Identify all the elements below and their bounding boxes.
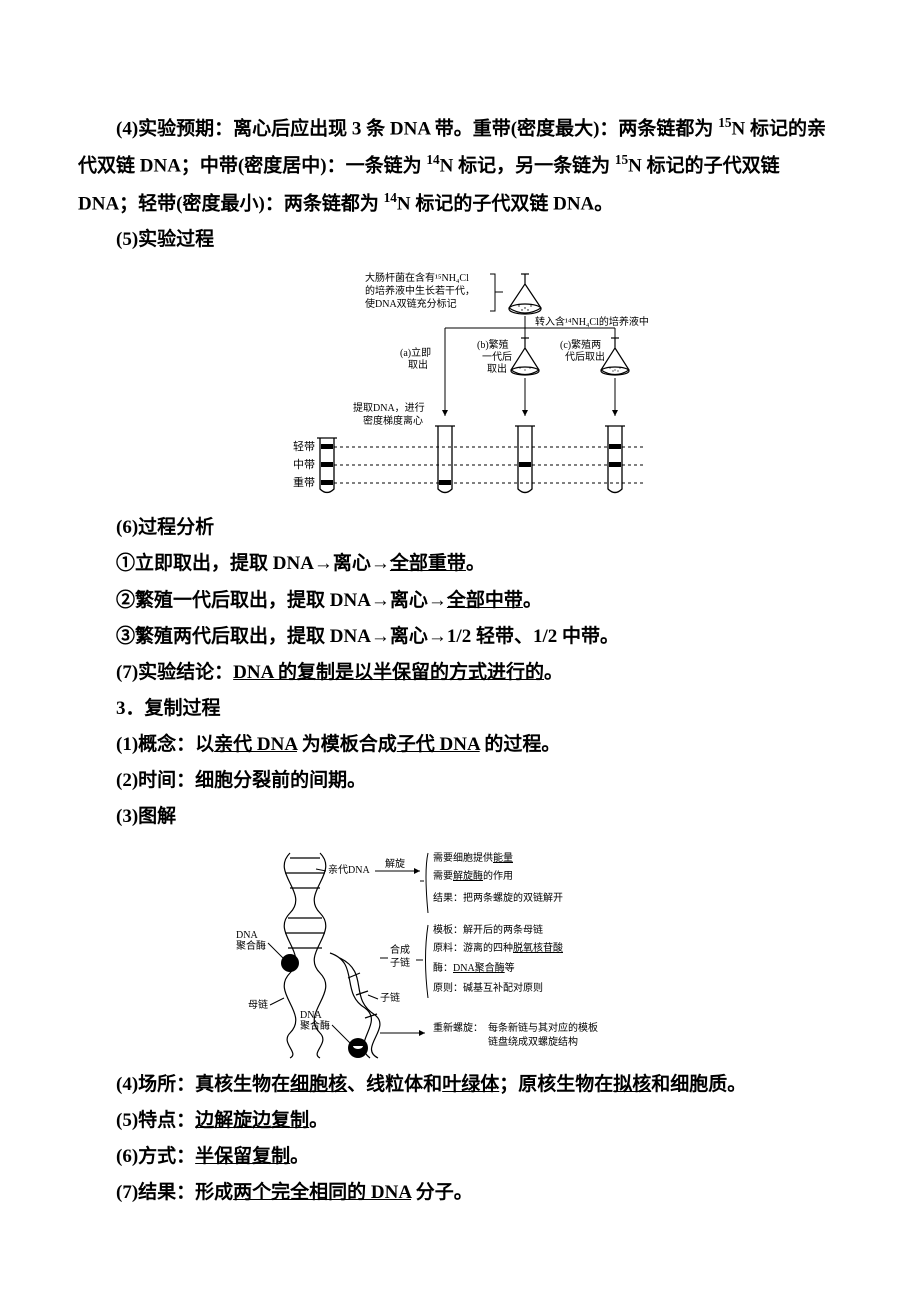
d2-enzyme-l2: 聚合酶 bbox=[236, 939, 266, 952]
d2-unwind-1: 需要细胞提供能量 bbox=[433, 851, 513, 864]
s3-4a: (4)场所：真核生物在 bbox=[116, 1074, 290, 1095]
d1-heavy: 重带 bbox=[293, 475, 315, 489]
d2-enzyme2-l2: 聚合酶 bbox=[300, 1019, 330, 1032]
s3-1u1: 亲代 DNA bbox=[214, 734, 297, 755]
s3-1u2: 子代 DNA bbox=[397, 734, 480, 755]
p6-1u: 全部重带 bbox=[390, 553, 466, 574]
d1-flask-label-1: 大肠杆菌在含有¹⁵NH₄Cl bbox=[365, 271, 469, 284]
polymerase-blob-1 bbox=[281, 954, 299, 972]
d1-flask-label-2: 的培养液中生长若干代， bbox=[365, 284, 475, 297]
s3-4u2: 叶绿体 bbox=[442, 1074, 499, 1095]
s3-7a: (7)结果：形成 bbox=[116, 1182, 233, 1203]
d2-parent: 亲代DNA bbox=[328, 863, 370, 876]
p6-1b: 。 bbox=[466, 553, 485, 574]
p6-2b: 。 bbox=[523, 590, 542, 611]
p7a: (7)实验结论： bbox=[116, 662, 233, 683]
s3-4c: ；原核生物在 bbox=[499, 1074, 613, 1095]
d2-syn-3: 酶：DNA聚合酶等 bbox=[433, 961, 515, 974]
d2-syn-4: 原则：碱基互补配对原则 bbox=[433, 981, 543, 994]
figure-1-wrap: 大肠杆菌在含有¹⁵NH₄Cl 的培养液中生长若干代， 使DNA双链充分标记 转入… bbox=[78, 266, 842, 506]
d1-mid: 中带 bbox=[293, 458, 315, 471]
sup-15-1: 15 bbox=[718, 115, 731, 130]
s3-line-7: (7)结果：形成两个完全相同的 DNA 分子。 bbox=[78, 1175, 842, 1211]
d1-c-l2: 代后取出 bbox=[565, 350, 605, 363]
d1-c-l1: (c)繁殖两 bbox=[560, 338, 601, 351]
d1-b-l1: (b)繁殖 bbox=[477, 338, 509, 351]
d1-transfer-label: 转入含¹⁴NH₄Cl的培养液中 bbox=[535, 315, 649, 328]
d1-a-l1: (a)立即 bbox=[400, 346, 431, 359]
s3-1b: 为模板合成 bbox=[297, 734, 397, 755]
sup-14-1: 14 bbox=[426, 152, 439, 167]
p6-1a: ①立即取出，提取 DNA→离心→ bbox=[116, 553, 390, 574]
s3-line-4: (4)场所：真核生物在细胞核、线粒体和叶绿体；原核生物在拟核和细胞质。 bbox=[78, 1067, 842, 1103]
p7u: DNA 的复制是以半保留的方式进行的 bbox=[233, 662, 544, 683]
d2-unwind: 解旋 bbox=[385, 857, 405, 870]
d2-rewind-title: 重新螺旋： bbox=[433, 1021, 483, 1034]
paragraph-4: (4)实验预期：离心后应出现 3 条 DNA 带。重带(密度最大)：两条链都为 … bbox=[78, 110, 842, 222]
ref-heavy-band bbox=[321, 480, 333, 485]
meselson-stahl-diagram: 大肠杆菌在含有¹⁵NH₄Cl 的培养液中生长若干代， 使DNA双链充分标记 转入… bbox=[245, 266, 675, 506]
p7b: 。 bbox=[544, 662, 563, 683]
s3-5u: 边解旋边复制 bbox=[195, 1110, 309, 1131]
s3-line-3: (3)图解 bbox=[78, 799, 842, 835]
s3-1c: 的过程。 bbox=[480, 734, 561, 755]
s3-4b: 、线粒体和 bbox=[347, 1074, 442, 1095]
dna-replication-diagram: DNA 聚合酶 DNA 聚合酶 母链 子链 亲代DNA 解旋 需要细胞提供能量 … bbox=[230, 843, 690, 1063]
p4-seg5: N 标记的子代双链 DNA。 bbox=[397, 193, 613, 214]
ref-light-band bbox=[321, 444, 333, 449]
d2-rewind-2: 链盘绕成双螺旋结构 bbox=[488, 1035, 578, 1048]
d2-syn-t1: 合成 bbox=[390, 943, 410, 956]
s3-6b: 。 bbox=[290, 1146, 309, 1167]
sup-15-2: 15 bbox=[615, 152, 628, 167]
s3-1a: (1)概念：以 bbox=[116, 734, 214, 755]
s3-5b: 。 bbox=[309, 1110, 328, 1131]
s3-4d: 和细胞质。 bbox=[651, 1074, 746, 1095]
paragraph-5-title: (5)实验过程 bbox=[78, 222, 842, 258]
s3-line-2: (2)时间：细胞分裂前的间期。 bbox=[78, 763, 842, 799]
d1-a-l2: 取出 bbox=[408, 358, 428, 371]
s3-7u: 两个完全相同的 DNA bbox=[233, 1182, 411, 1203]
p6-line-3: ③繁殖两代后取出，提取 DNA→离心→1/2 轻带、1/2 中带。 bbox=[78, 619, 842, 655]
d2-mother: 母链 bbox=[248, 998, 268, 1011]
s3-6u: 半保留复制 bbox=[195, 1146, 290, 1167]
s3-4u3: 拟核 bbox=[613, 1074, 651, 1095]
p6-2a: ②繁殖一代后取出，提取 DNA→离心→ bbox=[116, 590, 447, 611]
paragraph-6-title: (6)过程分析 bbox=[78, 510, 842, 546]
ref-mid-band bbox=[321, 462, 333, 467]
d2-rewind-1: 每条新链与其对应的模板 bbox=[488, 1021, 598, 1034]
paragraph-7: (7)实验结论：DNA 的复制是以半保留的方式进行的。 bbox=[78, 655, 842, 691]
d1-light: 轻带 bbox=[293, 439, 315, 453]
p6-line-2: ②繁殖一代后取出，提取 DNA→离心→全部中带。 bbox=[78, 583, 842, 619]
d2-enzyme-l1: DNA bbox=[236, 930, 258, 941]
d1-b-l3: 取出 bbox=[487, 362, 507, 375]
d2-unwind-2: 需要解旋酶的作用 bbox=[433, 869, 513, 882]
d2-unwind-3: 结果：把两条螺旋的双链解开 bbox=[433, 891, 563, 904]
p6-2u: 全部中带 bbox=[447, 590, 523, 611]
s3-line-1: (1)概念：以亲代 DNA 为模板合成子代 DNA 的过程。 bbox=[78, 727, 842, 763]
d2-child: 子链 bbox=[380, 991, 400, 1004]
figure-2-wrap: DNA 聚合酶 DNA 聚合酶 母链 子链 亲代DNA 解旋 需要细胞提供能量 … bbox=[78, 843, 842, 1063]
s3-line-6: (6)方式：半保留复制。 bbox=[78, 1139, 842, 1175]
s3-line-5: (5)特点：边解旋边复制。 bbox=[78, 1103, 842, 1139]
d2-syn-t2: 子链 bbox=[390, 956, 410, 969]
d1-extract-l1: 提取DNA，进行 bbox=[353, 401, 425, 414]
p4-seg3: N 标记，另一条链为 bbox=[440, 156, 615, 177]
sup-14-2: 14 bbox=[384, 190, 397, 205]
d2-syn-2: 原料：游离的四种脱氧核苷酸 bbox=[433, 941, 563, 954]
s3-7b: 分子。 bbox=[411, 1182, 473, 1203]
s3-6a: (6)方式： bbox=[116, 1146, 195, 1167]
d1-flask-label-3: 使DNA双链充分标记 bbox=[365, 297, 457, 310]
p4-seg1: (4)实验预期：离心后应出现 3 条 DNA 带。重带(密度最大)：两条链都为 bbox=[116, 118, 718, 139]
s3-4u1: 细胞核 bbox=[290, 1074, 347, 1095]
d2-enzyme2-l1: DNA bbox=[300, 1010, 322, 1021]
d1-b-l2: 一代后 bbox=[482, 351, 512, 363]
d1-extract-l2: 密度梯度离心 bbox=[363, 414, 423, 427]
s3-5a: (5)特点： bbox=[116, 1110, 195, 1131]
p6-line-1: ①立即取出，提取 DNA→离心→全部重带。 bbox=[78, 546, 842, 582]
d2-syn-1: 模板：解开后的两条母链 bbox=[433, 923, 543, 936]
section-3-title: 3．复制过程 bbox=[78, 691, 842, 727]
